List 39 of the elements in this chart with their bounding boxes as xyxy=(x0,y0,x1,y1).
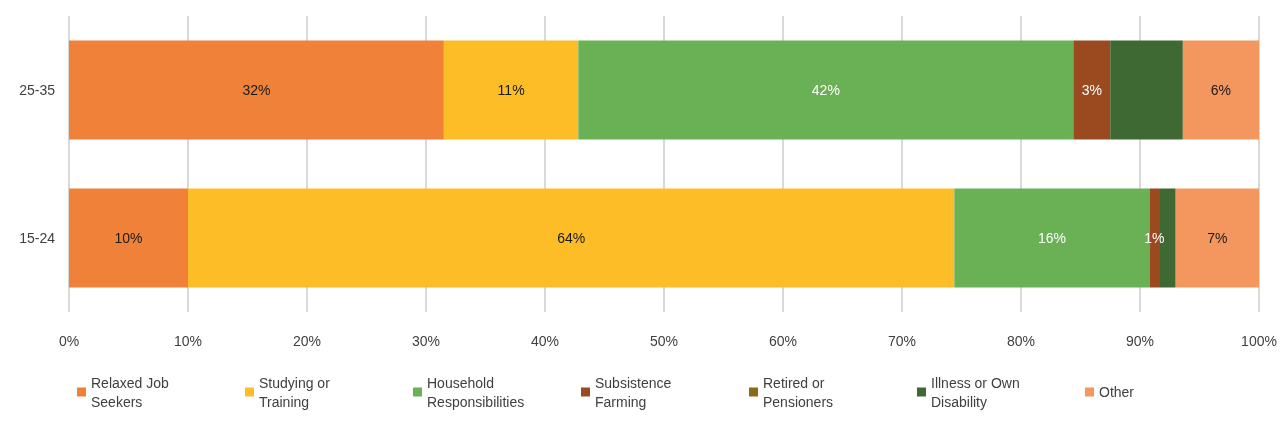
data-label: 1% xyxy=(1144,230,1165,246)
x-tick-label: 100% xyxy=(1241,333,1277,349)
x-tick-label: 60% xyxy=(768,333,798,349)
legend-label: Retired or Pensioners xyxy=(763,374,834,410)
x-tick-label: 50% xyxy=(649,333,679,349)
legend-label: Studying or Training xyxy=(259,374,334,410)
bar xyxy=(1110,40,1183,140)
bar xyxy=(69,40,444,140)
legend-label: Relaxed Job Seekers xyxy=(91,374,173,410)
data-label: 3% xyxy=(1081,82,1102,98)
legend-label: Subsistence Farming xyxy=(595,374,676,410)
x-tick-label: 10% xyxy=(173,333,203,349)
x-tick-label: 90% xyxy=(1125,333,1155,349)
data-label: 10% xyxy=(114,230,143,246)
x-tick-label: 20% xyxy=(292,333,322,349)
bar xyxy=(578,40,1074,140)
x-tick-label: 40% xyxy=(530,333,560,349)
data-label: 32% xyxy=(242,82,271,98)
x-tick-label: 0% xyxy=(58,333,80,349)
bar xyxy=(443,40,579,140)
x-tick-label: 80% xyxy=(1006,333,1036,349)
bar xyxy=(69,188,188,288)
data-label: 11% xyxy=(497,82,525,98)
legend-label: Other xyxy=(1099,384,1135,400)
x-tick-label: 70% xyxy=(887,333,917,349)
data-label: 42% xyxy=(811,82,840,98)
y-tick-label: 15-24 xyxy=(19,230,56,246)
data-label: 64% xyxy=(557,230,586,246)
bar xyxy=(1182,40,1259,140)
legend-label: Illness or Own Disability xyxy=(931,374,1024,410)
data-label: 16% xyxy=(1037,230,1066,246)
bar xyxy=(1175,188,1259,288)
bar xyxy=(1073,40,1111,140)
data-label: 6% xyxy=(1210,82,1232,98)
bar xyxy=(188,188,955,288)
y-tick-label: 25-35 xyxy=(19,82,56,98)
data-label: 7% xyxy=(1207,230,1228,246)
legend-label: Household Responsibilities xyxy=(427,374,525,410)
x-tick-label: 30% xyxy=(411,333,441,349)
